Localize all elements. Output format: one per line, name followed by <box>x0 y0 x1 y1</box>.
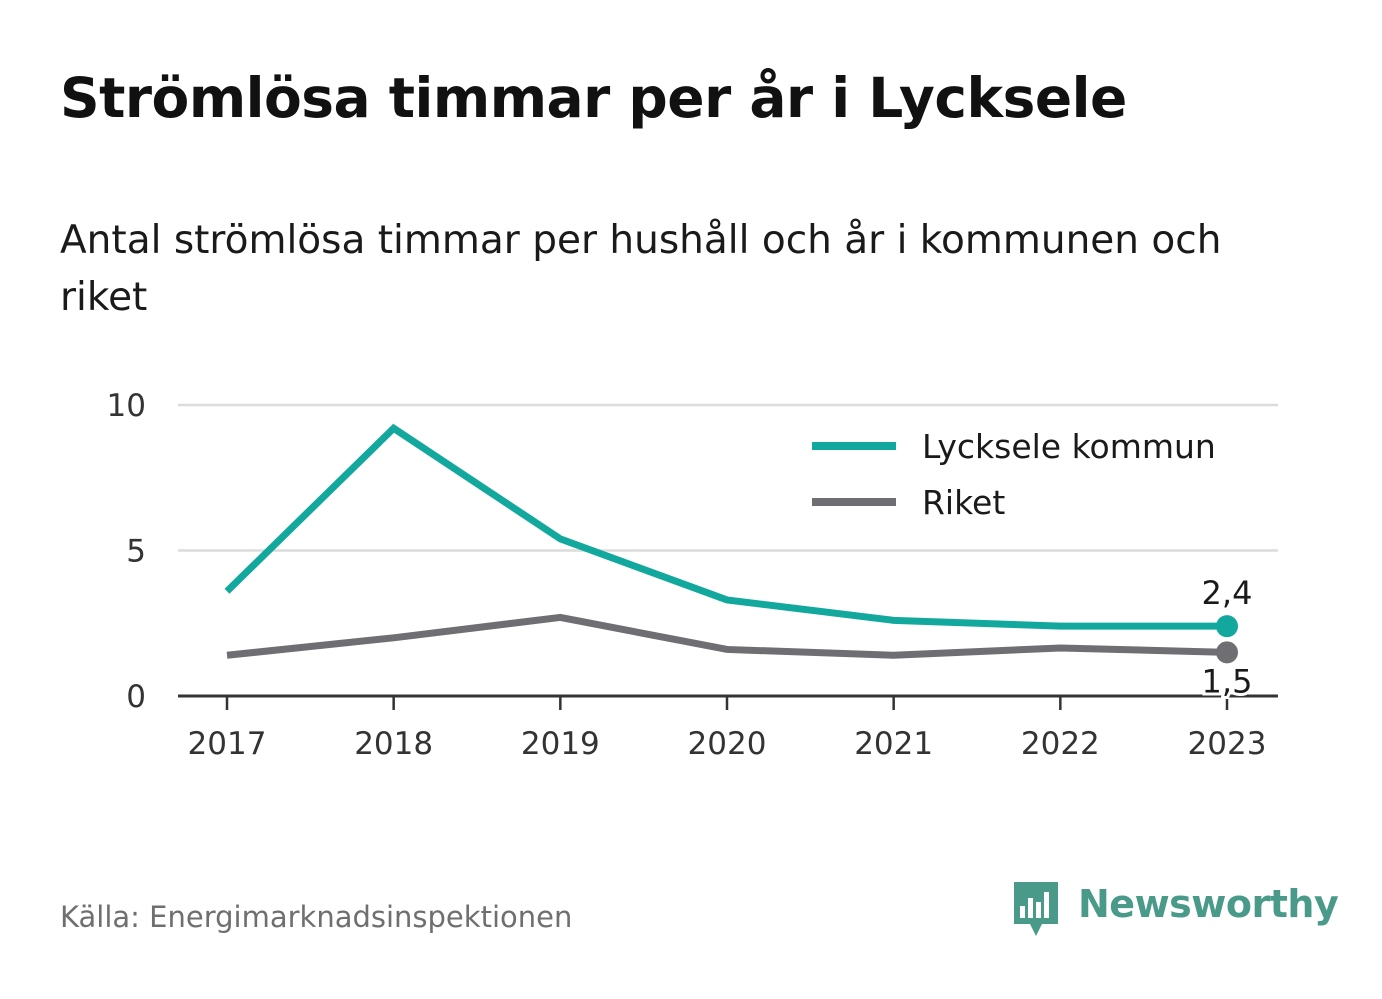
y-tick-label-0: 0 <box>126 679 146 715</box>
end-label-riket: 1,5 <box>1202 662 1253 700</box>
series-line-riket <box>226 613 1228 659</box>
source-note: Källa: Energimarknadsinspektionen <box>60 900 573 934</box>
brand-logo[interactable]: Newsworthy <box>1010 878 1339 940</box>
chart-title: Strömlösa timmar per år i Lycksele <box>60 66 1127 130</box>
end-label-lycksele-kommun: 2,4 <box>1202 574 1253 612</box>
series-line-lycksele-kommun <box>224 423 1227 630</box>
y-tick-label-10: 10 <box>107 388 146 424</box>
brand-name: Newsworthy <box>1078 882 1339 926</box>
x-tick-label-2017: 2017 <box>188 726 267 762</box>
gridlines <box>178 403 1278 552</box>
end-point-riket <box>1216 641 1238 664</box>
x-tick-label-2018: 2018 <box>354 726 433 762</box>
legend: Lycksele kommun Riket <box>812 427 1216 522</box>
y-axis: 0 5 10 <box>107 388 146 715</box>
x-tick-label-2020: 2020 <box>688 726 767 762</box>
x-tick-label-2023: 2023 <box>1188 726 1267 762</box>
x-tick-label-2022: 2022 <box>1021 726 1100 762</box>
y-tick-label-5: 5 <box>126 534 146 570</box>
chart-subtitle: Antal strömlösa timmar per hushåll och å… <box>60 218 1222 320</box>
x-axis: 2017 2018 2019 2020 2021 2022 2023 <box>178 694 1278 762</box>
end-point-lycksele-kommun <box>1216 615 1238 638</box>
x-tick-label-2019: 2019 <box>521 726 600 762</box>
legend-label-lycksele-kommun: Lycksele kommun <box>922 427 1216 466</box>
series-lines: 2,4 1,5 <box>224 423 1255 703</box>
x-tick-label-2021: 2021 <box>854 726 933 762</box>
legend-label-riket: Riket <box>922 483 1005 522</box>
bar-chart-speech-bubble-icon <box>1014 882 1058 936</box>
